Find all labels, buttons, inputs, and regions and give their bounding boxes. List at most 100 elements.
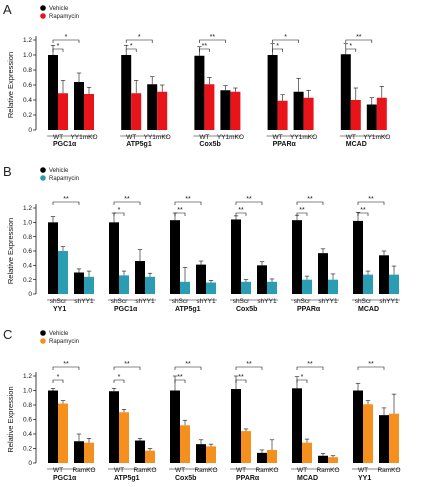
bar-vehicle [74, 82, 84, 130]
legend-label-rapamycin: Rapamycin [49, 14, 79, 20]
group-label: ATP5g1 [175, 306, 201, 313]
condition-label: YY1mKO [70, 134, 97, 141]
significance-bracket-short [345, 48, 357, 52]
y-axis-label: Relative Expression [6, 218, 15, 284]
significance-bracket-long [52, 39, 80, 43]
condition-label: shScr [172, 298, 189, 305]
bar-vehicle [109, 222, 119, 294]
bar-vehicle [135, 261, 145, 294]
group-0: shScr shYY1 YY1 ** [47, 196, 95, 313]
bar-rapamycin [58, 93, 68, 130]
significance-marker: ** [124, 361, 130, 368]
bar-vehicle [267, 55, 278, 130]
panel-letter: A [3, 2, 12, 17]
bar-rapamycin [145, 450, 155, 463]
bar-rapamycin [267, 281, 277, 294]
bar-rapamycin [180, 281, 190, 294]
condition-label: WT [346, 134, 356, 141]
legend-marker-rapamycin [40, 13, 46, 19]
bar-rapamycin [206, 446, 216, 463]
bar-rapamycin [119, 412, 129, 463]
y-tick-label: 0 [28, 460, 32, 467]
y-tick-label: 0.2 [23, 277, 32, 284]
bar-vehicle [48, 55, 58, 130]
condition-label: WT [273, 134, 283, 141]
bar-rapamycin [267, 449, 277, 463]
bar-rapamycin [389, 413, 399, 463]
condition-label: RamKO [72, 467, 95, 474]
bar-rapamycin [350, 100, 361, 130]
significance-bracket-long [113, 201, 141, 205]
y-tick-label: 0.2 [23, 112, 32, 119]
bar-vehicle [135, 440, 145, 463]
significance-bracket-long [125, 39, 153, 43]
y-tick-label: 0.8 [23, 234, 32, 241]
bar-rapamycin [241, 281, 251, 294]
significance-bracket-short [296, 212, 308, 216]
group-label: ATP5g1 [114, 475, 140, 482]
y-tick-label: 1.0 [23, 52, 32, 59]
significance-marker: * [276, 43, 279, 50]
bar-vehicle [318, 253, 328, 294]
bar-vehicle [74, 272, 84, 294]
significance-bracket-short [113, 212, 125, 216]
significance-bracket-long [52, 201, 80, 205]
legend-marker-vehicle [40, 5, 46, 11]
condition-label: YY1mKO [290, 134, 317, 141]
condition-label: shYY1 [318, 298, 338, 305]
significance-bracket-short [113, 379, 125, 383]
condition-label: WT [297, 467, 307, 474]
bar-vehicle [220, 90, 231, 130]
bar-rapamycin [328, 457, 338, 463]
bar-vehicle [109, 391, 119, 463]
significance-marker: ** [368, 361, 374, 368]
significance-marker: ** [246, 361, 252, 368]
bar-vehicle [231, 219, 241, 294]
significance-marker: * [301, 374, 304, 381]
y-axis-label: Relative Expression [6, 52, 15, 118]
condition-label: WT [126, 134, 136, 141]
condition-label: shScr [355, 298, 372, 305]
legend-label-rapamycin: Rapamycin [49, 176, 79, 182]
bar-rapamycin [277, 100, 288, 130]
bar-vehicle [340, 54, 351, 130]
significance-marker: * [130, 43, 133, 50]
significance-marker: * [138, 34, 141, 41]
significance-marker: ** [299, 207, 305, 214]
significance-bracket-long [113, 366, 141, 370]
significance-bracket-short [357, 212, 369, 216]
panel-b: B Vehicle Rapamycin 0 0.2 0.4 0.6 0.8 1.0 1.2 Rela… [3, 164, 400, 313]
significance-marker: ** [238, 374, 244, 381]
panel-letter: C [3, 327, 12, 342]
bar-vehicle [231, 389, 241, 463]
y-tick-label: 0 [28, 127, 32, 134]
bar-vehicle [366, 104, 377, 130]
bar-rapamycin [241, 431, 251, 463]
group-label: Cox5b [236, 306, 257, 313]
bar-vehicle [353, 390, 363, 463]
bar-vehicle [318, 455, 328, 463]
bar-vehicle [379, 255, 389, 294]
significance-bracket-short [174, 212, 186, 216]
y-tick-label: 0.2 [23, 446, 32, 453]
panel-c: C Vehicle Rapamycin 0 0.2 0.4 0.6 0.8 1.0 1.2 Rela… [3, 327, 401, 482]
bar-vehicle [147, 84, 158, 130]
y-tick-label: 0.8 [23, 402, 32, 409]
y-tick-label: 0.6 [23, 82, 32, 89]
significance-marker: ** [307, 361, 313, 368]
condition-label: YY1mKO [363, 134, 390, 141]
significance-marker: ** [177, 207, 183, 214]
bar-rapamycin [328, 279, 338, 294]
condition-label: WT [53, 467, 63, 474]
significance-marker: ** [202, 43, 208, 50]
bar-vehicle [257, 452, 267, 463]
